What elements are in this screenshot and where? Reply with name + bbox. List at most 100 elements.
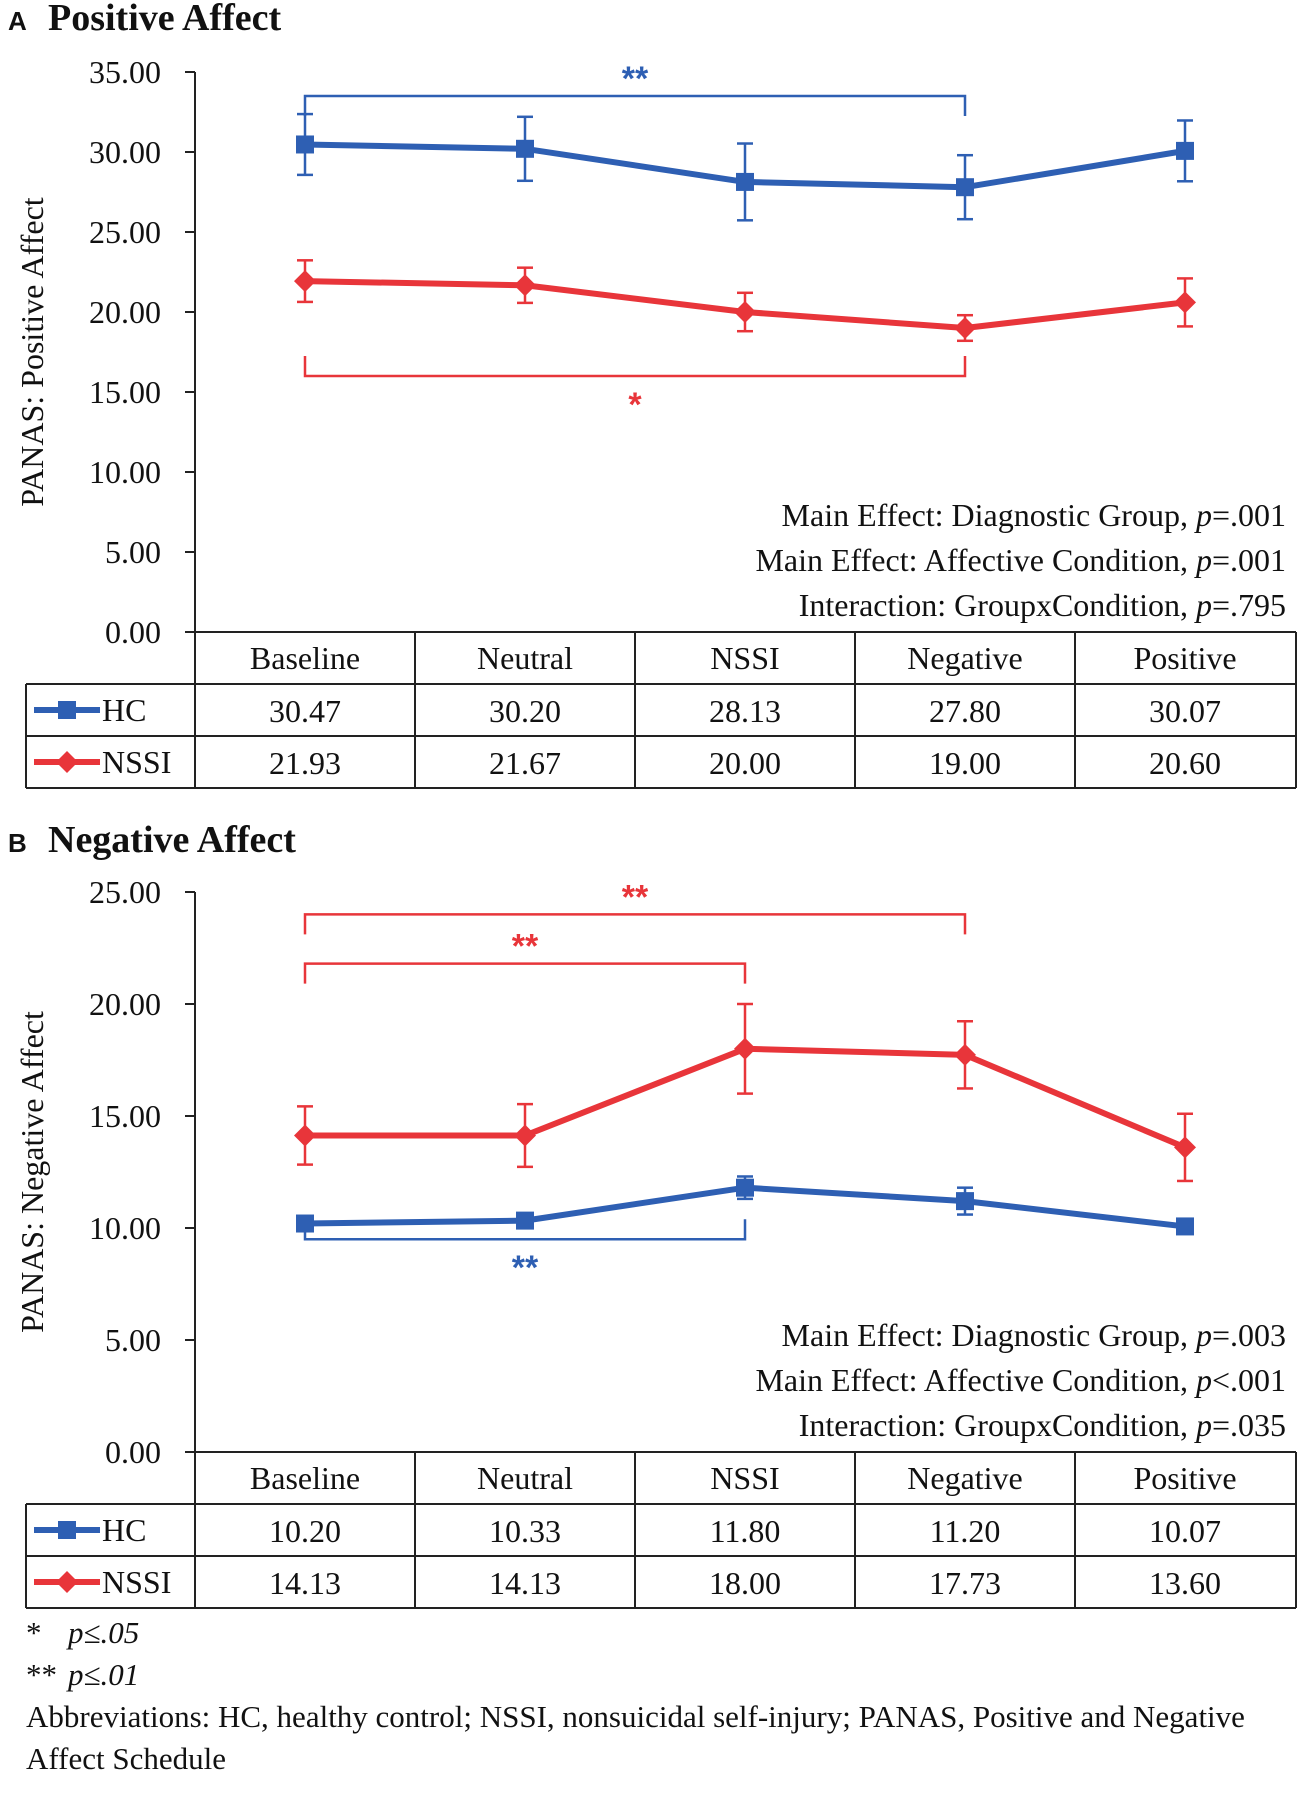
- data-table: Baseline Neutral NSSI Negative Positive HC 30.…: [25, 631, 1297, 789]
- effect-p-symbol: p: [1194, 497, 1212, 533]
- abbreviations-note: Abbreviations: HC, healthy control; NSSI…: [26, 1699, 1245, 1776]
- effect-p-value: =.003: [1212, 1317, 1286, 1353]
- effect-p-value: =.001: [1212, 497, 1286, 533]
- table-value-cell: 18.00: [709, 1565, 781, 1601]
- table-header-cell: NSSI: [710, 640, 779, 676]
- table-value-cell: 21.67: [489, 745, 561, 781]
- significance-stars: **: [512, 1249, 539, 1287]
- data-point-nssi: [1174, 291, 1196, 314]
- y-tick-label: 10.00: [89, 454, 161, 490]
- double-star-symbol: **: [26, 1657, 57, 1692]
- significance-bracket: [303, 94, 967, 116]
- legend-marker-nssi: [56, 1571, 78, 1593]
- effect-annotation: Main Effect: Affective Condition, p<.001: [755, 1362, 1286, 1398]
- table-header-cell: Negative: [907, 640, 1023, 676]
- table-value-cell: 11.80: [710, 1513, 781, 1549]
- table-header-cell: Positive: [1133, 1460, 1236, 1496]
- table-value-cell: 10.20: [269, 1513, 341, 1549]
- y-tick-label: 15.00: [89, 374, 161, 410]
- single-star-symbol: *: [26, 1615, 42, 1650]
- data-point-nssi: [294, 270, 316, 293]
- effect-annotation: Main Effect: Diagnostic Group, p=.001: [782, 497, 1286, 533]
- table-header-cell: Negative: [907, 1460, 1023, 1496]
- data-point-hc: [296, 1214, 314, 1233]
- data-table: Baseline Neutral NSSI Negative Positive HC 10.…: [25, 1451, 1297, 1609]
- single-star-meaning: p≤.05: [68, 1615, 140, 1650]
- effect-label: Main Effect: Diagnostic Group,: [782, 497, 1196, 533]
- y-tick-label: 0.00: [105, 614, 161, 650]
- data-point-nssi: [734, 1037, 756, 1060]
- significance-stars: **: [622, 878, 649, 916]
- footnotes: * p≤.05 ** p≤.01 Abbreviations: HC, health…: [26, 1612, 1296, 1780]
- legend-label-hc: HC: [102, 692, 146, 728]
- legend-marker-nssi: [56, 751, 78, 773]
- effect-p-symbol: p: [1194, 1407, 1212, 1443]
- table-value-cell: 10.07: [1149, 1513, 1221, 1549]
- panel-b: B Negative Affect 0.00 5.00 10.00 15.00 20.00 2…: [8, 819, 1297, 1609]
- y-tick-label: 20.00: [89, 986, 161, 1022]
- table-header-cell: Baseline: [250, 640, 360, 676]
- effect-p-value: =.035: [1212, 1407, 1286, 1443]
- data-point-hc: [516, 139, 534, 158]
- y-tick-label: 5.00: [105, 1322, 161, 1358]
- panel-title: Positive Affect: [48, 0, 282, 39]
- effect-annotation: Main Effect: Diagnostic Group, p=.003: [782, 1317, 1286, 1353]
- effect-p-value: =.795: [1212, 587, 1286, 623]
- y-tick-label: 0.00: [105, 1434, 161, 1470]
- table-value-cell: 14.13: [489, 1565, 561, 1601]
- table-value-cell: 27.80: [929, 693, 1001, 729]
- y-tick-label: 10.00: [89, 1210, 161, 1246]
- table-header-cell: Neutral: [477, 640, 573, 676]
- legend-marker-hc: [58, 701, 76, 719]
- footnote-double-star: ** p≤.01: [26, 1654, 1296, 1696]
- table-header-cell: NSSI: [710, 1460, 779, 1496]
- panel-letter: A: [8, 6, 27, 36]
- effect-p-symbol: p: [1194, 1317, 1212, 1353]
- data-point-hc: [736, 1178, 754, 1197]
- table-value-cell: 28.13: [709, 693, 781, 729]
- y-tick-label: 30.00: [89, 134, 161, 170]
- y-tick-label: 35.00: [89, 54, 161, 90]
- data-point-nssi: [1174, 1136, 1196, 1159]
- table-value-cell: 13.60: [1149, 1565, 1221, 1601]
- effect-p-symbol: p: [1194, 587, 1212, 623]
- data-point-hc: [956, 178, 974, 197]
- legend-label-nssi: NSSI: [102, 1564, 171, 1600]
- effect-p-value: <.001: [1212, 1362, 1286, 1398]
- panel-letter: B: [8, 828, 27, 858]
- table-header-cell: Positive: [1133, 640, 1236, 676]
- y-tick-label: 5.00: [105, 534, 161, 570]
- table-value-cell: 21.93: [269, 745, 341, 781]
- y-axis-label: PANAS: Negative Affect: [14, 1011, 50, 1333]
- effect-label: Interaction: GroupxCondition,: [799, 1407, 1196, 1443]
- legend-marker-hc: [58, 1521, 76, 1539]
- data-point-hc: [516, 1211, 534, 1230]
- effect-label: Main Effect: Diagnostic Group,: [782, 1317, 1196, 1353]
- table-value-cell: 20.00: [709, 745, 781, 781]
- table-value-cell: 19.00: [929, 745, 1001, 781]
- footnote-single-star: * p≤.05: [26, 1612, 1296, 1654]
- table-value-cell: 10.33: [489, 1513, 561, 1549]
- y-tick-label: 15.00: [89, 1098, 161, 1134]
- significance-bracket: [303, 356, 967, 378]
- legend-label-hc: HC: [102, 1512, 146, 1548]
- panel-a: A Positive Affect 0.00 5.00 10.00 15.00 20.00 2…: [8, 0, 1297, 789]
- significance-stars: *: [628, 386, 642, 424]
- effect-label: Main Effect: Affective Condition,: [755, 1362, 1196, 1398]
- significance-stars: **: [512, 928, 539, 966]
- y-tick-label: 25.00: [89, 874, 161, 910]
- table-value-cell: 17.73: [929, 1565, 1001, 1601]
- effect-annotation: Main Effect: Affective Condition, p=.001: [755, 542, 1286, 578]
- effect-label: Main Effect: Affective Condition,: [755, 542, 1196, 578]
- y-tick-label: 20.00: [89, 294, 161, 330]
- data-point-nssi: [514, 1124, 536, 1147]
- effect-annotation: Interaction: GroupxCondition, p=.035: [799, 1407, 1286, 1443]
- data-point-nssi: [734, 301, 756, 323]
- data-point-hc: [1176, 1217, 1194, 1236]
- data-point-hc: [296, 135, 314, 154]
- effect-label: Interaction: GroupxCondition,: [799, 587, 1196, 623]
- effect-p-value: =.001: [1212, 542, 1286, 578]
- effect-annotation: Interaction: GroupxCondition, p=.795: [799, 587, 1286, 623]
- y-axis-label: PANAS: Positive Affect: [14, 197, 50, 506]
